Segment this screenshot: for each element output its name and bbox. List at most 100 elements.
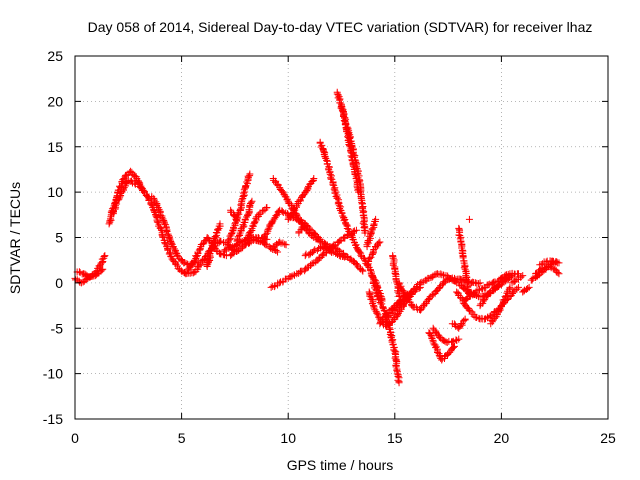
trace-marker: [236, 205, 244, 213]
series-9: [227, 206, 241, 225]
series-4: [148, 193, 203, 269]
series-15: [284, 175, 318, 223]
trace-marker: [172, 261, 180, 269]
trace-marker: [479, 285, 487, 293]
trace-marker: [160, 217, 168, 225]
trace-marker: [136, 180, 144, 188]
trace-marker: [350, 227, 358, 235]
trace-marker: [553, 259, 561, 267]
data-point: [363, 261, 371, 269]
trace-marker: [277, 187, 285, 195]
trace-marker: [132, 173, 140, 181]
trace-marker: [282, 209, 290, 217]
series-5: [184, 234, 230, 273]
trace-marker: [111, 199, 119, 207]
trace-marker: [375, 313, 383, 321]
trace-marker: [283, 196, 291, 204]
series-37: [465, 215, 473, 223]
trace-marker: [407, 289, 415, 297]
trace-marker: [484, 281, 492, 289]
trace-marker: [392, 276, 400, 284]
trace-marker: [262, 204, 270, 212]
trace-marker: [389, 261, 397, 269]
series-33: [448, 315, 469, 332]
trace-marker: [316, 254, 324, 262]
trace-marker: [427, 331, 435, 339]
y-tick-label: 15: [47, 139, 63, 155]
trace-marker: [364, 262, 372, 270]
y-tick-label: 25: [47, 48, 63, 64]
y-axis-label: SDTVAR / TECUs: [7, 182, 23, 294]
data-point: [310, 247, 318, 255]
trace-marker: [372, 289, 380, 297]
y-tick-label: 10: [47, 184, 63, 200]
series-39: [487, 283, 514, 328]
trace-marker: [417, 306, 425, 314]
trace-marker: [281, 240, 289, 248]
trace-marker: [243, 178, 251, 186]
trace-marker: [394, 376, 402, 384]
y-tick-label: 20: [47, 93, 63, 109]
trace-marker: [428, 291, 436, 299]
trace-marker: [244, 172, 252, 180]
trace-marker: [153, 202, 161, 210]
trace-marker: [272, 212, 280, 220]
series-19: [295, 220, 324, 243]
trace-marker: [359, 212, 367, 220]
trace-marker: [238, 196, 246, 204]
trace-marker: [240, 189, 248, 197]
trace-marker: [347, 152, 355, 160]
trace-marker: [244, 211, 252, 219]
trace-marker: [465, 289, 473, 297]
trace-marker: [346, 230, 354, 238]
trace-marker: [359, 219, 367, 227]
trace-marker: [429, 336, 437, 344]
trace-marker: [208, 241, 216, 249]
trace-marker: [349, 162, 357, 170]
trace-marker: [325, 166, 333, 174]
trace-marker: [128, 179, 136, 187]
trace-marker: [538, 260, 546, 268]
trace-marker: [279, 239, 287, 247]
series-7: [233, 197, 256, 245]
trace-marker: [441, 352, 449, 360]
trace-marker: [513, 285, 521, 293]
trace-marker: [356, 248, 364, 256]
trace-marker: [152, 198, 160, 206]
data-point: [506, 272, 514, 280]
data-point: [267, 283, 275, 291]
trace-marker: [336, 99, 344, 107]
trace-marker: [272, 247, 280, 255]
trace-marker: [523, 285, 531, 293]
trace-marker: [309, 176, 317, 184]
trace-marker: [192, 253, 200, 261]
trace-marker: [359, 204, 367, 212]
series-38: [476, 272, 514, 310]
x-tick-label: 25: [600, 430, 616, 446]
trace-marker: [496, 304, 504, 312]
series-16: [269, 238, 290, 251]
data-point: [316, 235, 324, 243]
series-26: [365, 288, 416, 330]
data-points: [71, 88, 563, 387]
trace-marker: [314, 234, 322, 242]
series-28: [389, 252, 403, 300]
trace-marker: [461, 316, 469, 324]
trace-marker: [248, 227, 256, 235]
tick-labels: 0 5 10 15 20 25 -15 -10 -5 0 5 10 15 20 25: [43, 48, 616, 446]
trace-marker: [216, 222, 224, 230]
trace-marker: [460, 317, 468, 325]
trace-marker: [100, 252, 108, 260]
x-axis-label: GPS time / hours: [287, 457, 394, 473]
series-36: [455, 224, 474, 300]
series-31: [425, 329, 458, 364]
trace-marker: [511, 277, 519, 285]
trace-marker: [345, 141, 353, 149]
trace-marker: [344, 133, 352, 141]
trace-marker: [432, 344, 440, 352]
trace-marker: [107, 208, 115, 216]
trace-marker: [308, 259, 316, 267]
trace-marker: [240, 186, 248, 194]
x-tick-label: 10: [280, 430, 296, 446]
